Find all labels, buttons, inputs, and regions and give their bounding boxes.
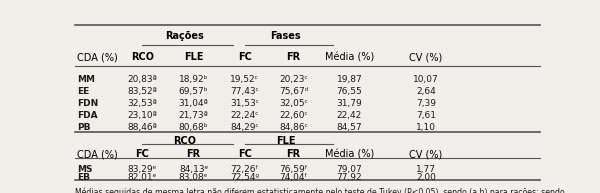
Text: Média (%): Média (%) (325, 52, 374, 62)
Text: EB: EB (77, 173, 91, 182)
Text: CV (%): CV (%) (409, 149, 443, 159)
Text: 72,54ᵍ: 72,54ᵍ (230, 173, 259, 182)
Text: 79,07: 79,07 (337, 165, 362, 174)
Text: 32,05ᶜ: 32,05ᶜ (279, 99, 308, 108)
Text: 22,24ᶜ: 22,24ᶜ (230, 111, 259, 120)
Text: MS: MS (77, 165, 93, 174)
Text: 7,39: 7,39 (416, 99, 436, 108)
Text: Rações: Rações (165, 31, 203, 41)
Text: Média (%): Média (%) (325, 149, 374, 159)
Text: 19,52ᶜ: 19,52ᶜ (230, 75, 259, 84)
Text: 72,26ᶠ: 72,26ᶠ (230, 165, 259, 174)
Text: 31,53ᶜ: 31,53ᶜ (230, 99, 259, 108)
Text: 84,57: 84,57 (337, 123, 362, 132)
Text: 31,04ª: 31,04ª (179, 99, 209, 108)
Text: FLE: FLE (275, 136, 295, 146)
Text: MM: MM (77, 75, 95, 84)
Text: FDA: FDA (77, 111, 98, 120)
Text: 10,07: 10,07 (413, 75, 439, 84)
Text: FC: FC (136, 149, 149, 159)
Text: 77,92: 77,92 (337, 173, 362, 182)
Text: 83,52ª: 83,52ª (127, 87, 157, 96)
Text: 18,92ᵇ: 18,92ᵇ (179, 75, 208, 84)
Text: 83,08ᵉ: 83,08ᵉ (179, 173, 208, 182)
Text: 83,29ᵉ: 83,29ᵉ (128, 165, 157, 174)
Text: 77,43ᶜ: 77,43ᶜ (230, 87, 259, 96)
Text: Médias seguidas de mesma letra não diferem estatisticamente pelo teste de Tukey : Médias seguidas de mesma letra não difer… (75, 187, 565, 193)
Text: CDA (%): CDA (%) (77, 52, 118, 62)
Text: PB: PB (77, 123, 91, 132)
Text: FLE: FLE (184, 52, 203, 62)
Text: 84,86ᶜ: 84,86ᶜ (279, 123, 308, 132)
Text: FC: FC (238, 149, 251, 159)
Text: RCO: RCO (173, 136, 196, 146)
Text: RCO: RCO (131, 52, 154, 62)
Text: Fases: Fases (270, 31, 301, 41)
Text: FDN: FDN (77, 99, 98, 108)
Text: 22,42: 22,42 (337, 111, 362, 120)
Text: EE: EE (77, 87, 89, 96)
Text: 80,68ᵇ: 80,68ᵇ (179, 123, 208, 132)
Text: 31,79: 31,79 (337, 99, 362, 108)
Text: 1,77: 1,77 (416, 165, 436, 174)
Text: 2,00: 2,00 (416, 173, 436, 182)
Text: FR: FR (187, 149, 200, 159)
Text: 21,73ª: 21,73ª (179, 111, 209, 120)
Text: 1,10: 1,10 (416, 123, 436, 132)
Text: 82,01ᵉ: 82,01ᵉ (128, 173, 157, 182)
Text: 2,64: 2,64 (416, 87, 436, 96)
Text: 76,55: 76,55 (337, 87, 362, 96)
Text: FR: FR (286, 52, 301, 62)
Text: 84,29ᶜ: 84,29ᶜ (230, 123, 259, 132)
Text: 20,23ᶜ: 20,23ᶜ (279, 75, 308, 84)
Text: 23,10ª: 23,10ª (127, 111, 157, 120)
Text: 22,60ᶜ: 22,60ᶜ (279, 111, 308, 120)
Text: 74,04ᶠ: 74,04ᶠ (280, 173, 308, 182)
Text: FR: FR (286, 149, 301, 159)
Text: 69,57ᵇ: 69,57ᵇ (179, 87, 208, 96)
Text: FC: FC (238, 52, 251, 62)
Text: 88,46ª: 88,46ª (127, 123, 157, 132)
Text: 75,67ᵈ: 75,67ᵈ (279, 87, 308, 96)
Text: CV (%): CV (%) (409, 52, 443, 62)
Text: 19,87: 19,87 (337, 75, 362, 84)
Text: 32,53ª: 32,53ª (127, 99, 157, 108)
Text: 20,83ª: 20,83ª (127, 75, 157, 84)
Text: 7,61: 7,61 (416, 111, 436, 120)
Text: 84,13ᵉ: 84,13ᵉ (179, 165, 208, 174)
Text: CDA (%): CDA (%) (77, 149, 118, 159)
Text: 76,59ᶠ: 76,59ᶠ (279, 165, 308, 174)
